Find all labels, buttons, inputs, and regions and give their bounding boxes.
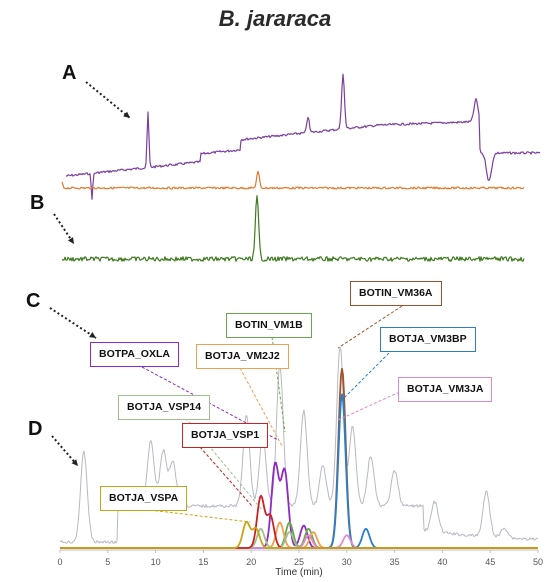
trace-c [61,195,525,262]
x-axis-title: Time (min) [275,567,322,578]
label-botin-vm1b: BOTIN_VM1B [226,313,312,338]
panel-letter-b: B [30,192,45,214]
arrow-head [123,111,130,118]
x-tick-label: 5 [105,557,110,567]
leader-line [199,446,253,507]
dotted-arrow-line [85,81,131,119]
arrow-head [71,459,78,466]
x-axis: Time (min) 0 5 10 15 20 25 30 35 40 45 50 [57,549,543,578]
x-tick-label: 35 [390,557,400,567]
leader-line [149,509,251,523]
x-tick-label: 20 [246,557,256,567]
leader-line [339,345,397,403]
dotted-arrow-line [51,435,79,467]
trace-b [61,170,525,190]
trace-a-line [66,73,541,200]
figure-title: B. jararaca [218,6,332,31]
trace-c-line [61,195,525,262]
leader-line [337,305,403,349]
leader-line [337,389,405,421]
x-tick-label: 0 [57,557,62,567]
trace-b-line [61,170,525,190]
x-tick-label: 40 [437,557,447,567]
x-tick-label: 25 [294,557,304,567]
x-tick-label: 15 [198,557,208,567]
protein-trace-botja-vm2j2 [60,521,538,549]
x-tick-label: 45 [485,557,495,567]
panel-letter-a: A [62,62,77,84]
panel-letter-c: C [26,290,41,312]
x-tick-label: 50 [533,557,543,567]
panel-letter-d: D [28,418,43,440]
x-tick-label: 30 [342,557,352,567]
dotted-arrow-line [49,307,97,339]
label-botpa-oxla: BOTPA_OXLA [90,342,179,367]
arrow-head [67,237,74,244]
label-botja-vspa: BOTJA_VSPA [100,486,188,511]
protein-traces [60,367,538,549]
label-botja-vsp14: BOTJA_VSP14 [118,395,211,420]
dotted-arrow-line [53,213,75,245]
protein-trace-botja-vspa [60,520,538,549]
label-botja-vsp1: BOTJA_VSP1 [182,423,269,448]
x-tick-label: 10 [151,557,161,567]
arrow-head [89,332,96,338]
label-botin-vm36a: BOTIN_VM36A [350,281,442,306]
label-botja-vm3ja: BOTJA_VM3JA [398,377,493,402]
panel-arrows [49,81,131,467]
trace-a [66,73,541,200]
label-botja-vm2j2: BOTJA_VM2J2 [196,344,289,369]
label-botja-vm3bp: BOTJA_VM3BP [380,327,476,352]
